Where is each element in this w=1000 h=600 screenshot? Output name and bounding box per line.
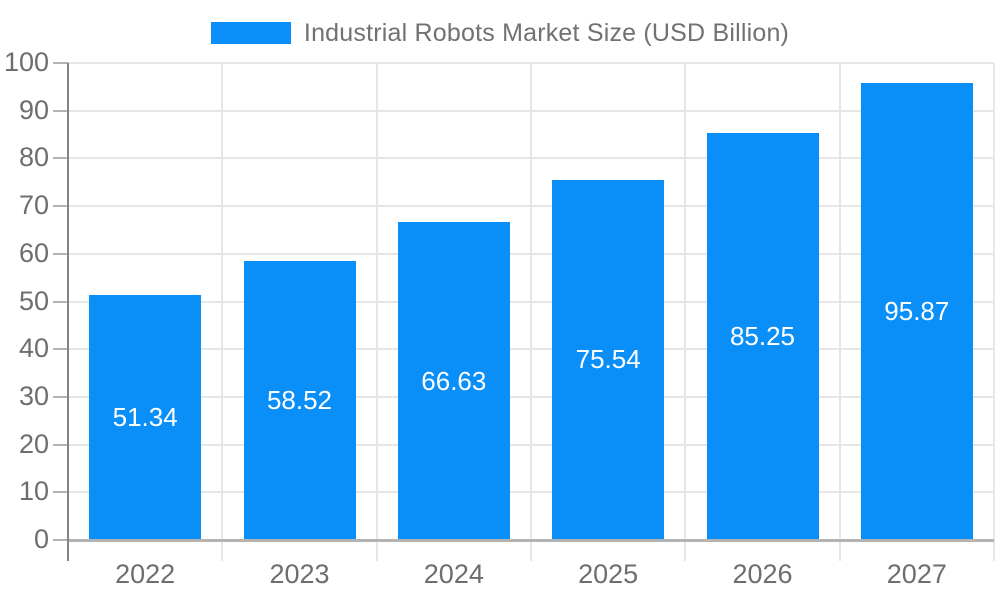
y-axis-label: 100 bbox=[3, 47, 49, 77]
category-gridline bbox=[221, 63, 224, 561]
x-axis-label: 2025 bbox=[578, 559, 639, 589]
y-axis-label: 90 bbox=[18, 94, 49, 125]
y-gridline bbox=[68, 157, 994, 160]
x-axis-label: 2022 bbox=[115, 559, 176, 589]
y-axis-label: 50 bbox=[18, 285, 49, 316]
category-gridline bbox=[530, 63, 532, 561]
y-axis-label: 60 bbox=[18, 237, 49, 268]
x-axis-label: 2023 bbox=[269, 559, 330, 589]
x-axis-label: 2026 bbox=[732, 559, 793, 589]
y-axis-label: 80 bbox=[18, 142, 49, 173]
y-axis-tick bbox=[53, 252, 68, 255]
y-axis-tick bbox=[53, 157, 68, 160]
y-axis-tick bbox=[53, 348, 68, 351]
y-axis-line bbox=[67, 63, 69, 561]
y-gridline bbox=[68, 62, 994, 64]
bar-value-label: 66.63 bbox=[421, 365, 487, 396]
y-axis-tick bbox=[53, 300, 68, 303]
bar-2027: 95.87 bbox=[860, 82, 973, 540]
bar-2025: 75.54 bbox=[552, 179, 665, 540]
y-gridline bbox=[68, 491, 994, 494]
bar-value-label: 58.52 bbox=[266, 384, 333, 415]
y-axis-tick bbox=[53, 62, 68, 64]
y-axis-label: 70 bbox=[18, 190, 49, 221]
y-axis-tick bbox=[53, 539, 68, 541]
category-gridline bbox=[838, 63, 841, 561]
bar-2022: 51.34 bbox=[89, 295, 202, 540]
y-gridline bbox=[68, 443, 994, 446]
bar-2023: 58.52 bbox=[243, 260, 356, 540]
y-axis-label: 0 bbox=[33, 524, 49, 554]
bar-2024: 66.63 bbox=[397, 222, 510, 540]
x-axis-baseline bbox=[68, 539, 994, 542]
y-gridline bbox=[68, 252, 994, 255]
bar-value-label: 95.87 bbox=[884, 295, 950, 326]
y-axis-label: 20 bbox=[18, 428, 49, 459]
legend-series-label: Industrial Robots Market Size (USD Billi… bbox=[303, 18, 790, 47]
y-axis-tick bbox=[53, 395, 68, 398]
y-axis-tick bbox=[53, 205, 68, 208]
bar-value-label: 85.25 bbox=[729, 321, 796, 352]
y-gridline bbox=[68, 109, 994, 112]
y-gridline bbox=[68, 300, 994, 303]
legend-swatch-icon bbox=[210, 22, 291, 44]
y-gridline bbox=[68, 205, 994, 208]
y-axis-tick bbox=[53, 491, 68, 494]
y-gridline bbox=[68, 348, 994, 351]
y-axis-label: 10 bbox=[18, 476, 49, 507]
y-axis-tick bbox=[53, 109, 68, 112]
category-gridline bbox=[375, 63, 378, 561]
category-gridline bbox=[993, 63, 995, 561]
y-axis-label: 30 bbox=[18, 380, 49, 411]
y-axis-tick bbox=[53, 443, 68, 446]
y-gridline bbox=[68, 395, 994, 398]
x-axis-label: 2027 bbox=[886, 559, 947, 589]
chart-legend: Industrial Robots Market Size (USD Billi… bbox=[0, 16, 1000, 50]
y-axis-label: 40 bbox=[18, 333, 49, 364]
category-gridline bbox=[684, 63, 687, 561]
bar-value-label: 75.54 bbox=[575, 344, 641, 375]
bar-2026: 85.25 bbox=[706, 133, 819, 540]
x-axis-label: 2024 bbox=[423, 559, 484, 589]
bar-value-label: 51.34 bbox=[112, 402, 178, 433]
